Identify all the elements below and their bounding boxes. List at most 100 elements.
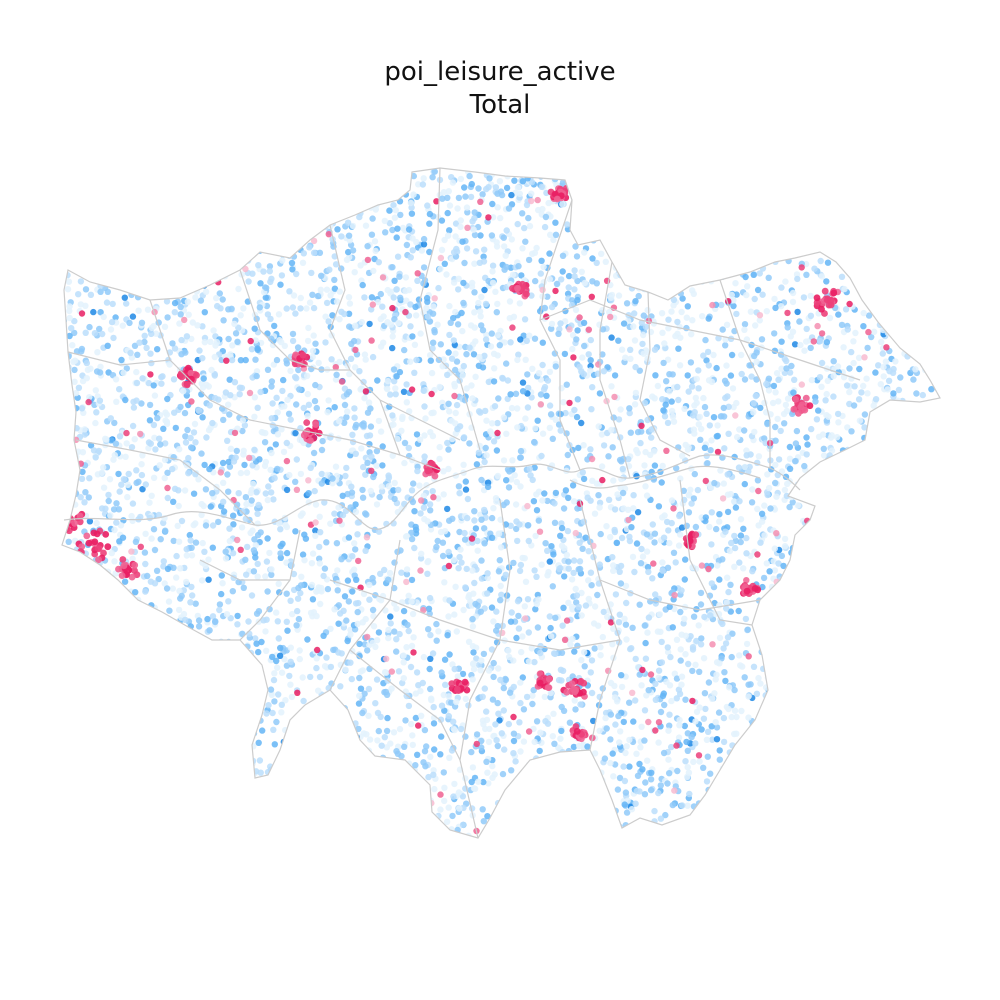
poi-point-554 bbox=[150, 168, 157, 170]
poi-point-27 bbox=[901, 297, 908, 305]
poi-point-2166 bbox=[809, 652, 816, 660]
poi-point-1955 bbox=[356, 692, 363, 699]
poi-point-4543 bbox=[706, 523, 713, 531]
poi-point-1869 bbox=[738, 707, 745, 715]
poi-point-3829 bbox=[904, 274, 911, 281]
poi-point-4578 bbox=[736, 761, 743, 768]
poi-point-3384 bbox=[500, 684, 507, 692]
poi-point-4700 bbox=[753, 358, 760, 365]
poi-point-1646 bbox=[640, 247, 647, 255]
poi-point-1927 bbox=[542, 820, 549, 827]
poi-point-1175 bbox=[642, 483, 649, 490]
poi-point-221 bbox=[740, 525, 747, 532]
poi-point-4083 bbox=[570, 809, 577, 817]
poi-point-4807 bbox=[827, 179, 835, 186]
poi-point-4606 bbox=[410, 803, 417, 810]
poi-point-535 bbox=[636, 601, 643, 608]
poi-point-211 bbox=[570, 569, 577, 577]
poi-point-4983 bbox=[176, 247, 183, 254]
poi-point-1343 bbox=[738, 351, 745, 359]
poi-point-1191 bbox=[539, 430, 547, 437]
poi-point-411 bbox=[222, 191, 229, 198]
poi-point-2941 bbox=[827, 434, 835, 441]
poi-point-575 bbox=[841, 251, 848, 258]
poi-point-1058 bbox=[212, 269, 219, 276]
poi-point-1243 bbox=[98, 212, 106, 219]
poi-point-3547 bbox=[762, 631, 769, 638]
poi-point-1363 bbox=[336, 316, 343, 323]
poi-point-4573 bbox=[229, 588, 236, 595]
poi-point-1081 bbox=[210, 795, 217, 803]
poi-point-4183 bbox=[266, 805, 273, 812]
poi-point-3416 bbox=[380, 778, 387, 785]
poi-point-4866 bbox=[814, 477, 821, 484]
poi-point-1193 bbox=[890, 717, 897, 724]
poi-point-3140 bbox=[62, 402, 69, 409]
poi-point-3542 bbox=[532, 425, 539, 432]
poi-point-3115 bbox=[867, 613, 875, 620]
poi-point-750 bbox=[747, 681, 754, 688]
poi-point-3663 bbox=[574, 396, 581, 403]
poi-point-1482 bbox=[306, 819, 314, 826]
poi-point-4287 bbox=[87, 616, 94, 624]
poi-point-201 bbox=[314, 813, 321, 820]
poi-point-4062 bbox=[373, 501, 381, 508]
poi-point-1397 bbox=[716, 756, 723, 763]
poi-point-2170 bbox=[287, 210, 294, 217]
poi-point-919 bbox=[908, 523, 916, 531]
poi-point-4706 bbox=[280, 183, 287, 190]
poi-point-3177 bbox=[386, 787, 393, 794]
poi-point-1132 bbox=[741, 480, 748, 488]
poi-point-4724 bbox=[76, 655, 83, 662]
poi-point-4837 bbox=[319, 823, 326, 831]
poi-point-288 bbox=[90, 686, 97, 694]
poi-point-880 bbox=[867, 222, 875, 229]
poi-point-3943 bbox=[160, 224, 168, 231]
poi-point-4851 bbox=[321, 565, 329, 572]
poi-point-2104 bbox=[788, 221, 795, 228]
poi-point-3525 bbox=[282, 181, 290, 188]
poi-point-4916 bbox=[792, 188, 799, 195]
poi-point-2751 bbox=[177, 403, 184, 411]
poi-point-4645 bbox=[684, 773, 691, 780]
poi-point-1829 bbox=[584, 168, 591, 173]
poi-point-913 bbox=[757, 816, 764, 823]
poi-point-269 bbox=[233, 447, 240, 455]
poi-point-2423 bbox=[563, 758, 570, 766]
poi-point-2649 bbox=[941, 181, 947, 187]
poi-point-1906 bbox=[821, 794, 829, 802]
poi-point-2178 bbox=[235, 490, 242, 497]
poi-point-3807 bbox=[829, 532, 837, 539]
poi-point-4607 bbox=[848, 428, 855, 435]
poi-point-2896 bbox=[769, 741, 776, 748]
poi-point-2610 bbox=[931, 644, 938, 651]
poi-point-4143 bbox=[538, 257, 545, 264]
poi-point-2267 bbox=[191, 420, 199, 428]
poi-point-4511 bbox=[934, 266, 940, 273]
poi-point-4404 bbox=[466, 172, 473, 180]
poi-point-1432 bbox=[531, 567, 538, 574]
poi-point-3282 bbox=[358, 792, 365, 800]
poi-point-2902 bbox=[914, 471, 921, 479]
poi-point-2621 bbox=[232, 720, 239, 728]
poi-point-3916 bbox=[352, 424, 359, 431]
poi-point-4260 bbox=[683, 168, 690, 174]
poi-point-228 bbox=[254, 179, 262, 186]
poi-point-4003 bbox=[838, 782, 846, 789]
poi-point-3460 bbox=[605, 496, 613, 503]
poi-point-1715 bbox=[205, 576, 212, 583]
poi-point-4017 bbox=[497, 597, 504, 604]
poi-point-3698 bbox=[444, 632, 451, 639]
poi-point-2693 bbox=[71, 366, 78, 374]
poi-point-2811 bbox=[493, 447, 501, 454]
poi-point-4405 bbox=[641, 737, 648, 744]
poi-point-235 bbox=[260, 237, 267, 244]
poi-point-924 bbox=[280, 753, 288, 761]
poi-point-4301 bbox=[725, 168, 732, 169]
poi-point-1352 bbox=[393, 648, 400, 655]
poi-point-707 bbox=[736, 826, 743, 833]
poi-point-1364 bbox=[275, 183, 282, 191]
poi-point-439 bbox=[537, 270, 544, 277]
poi-point-886 bbox=[690, 196, 697, 203]
poi-point-1858 bbox=[743, 534, 750, 542]
